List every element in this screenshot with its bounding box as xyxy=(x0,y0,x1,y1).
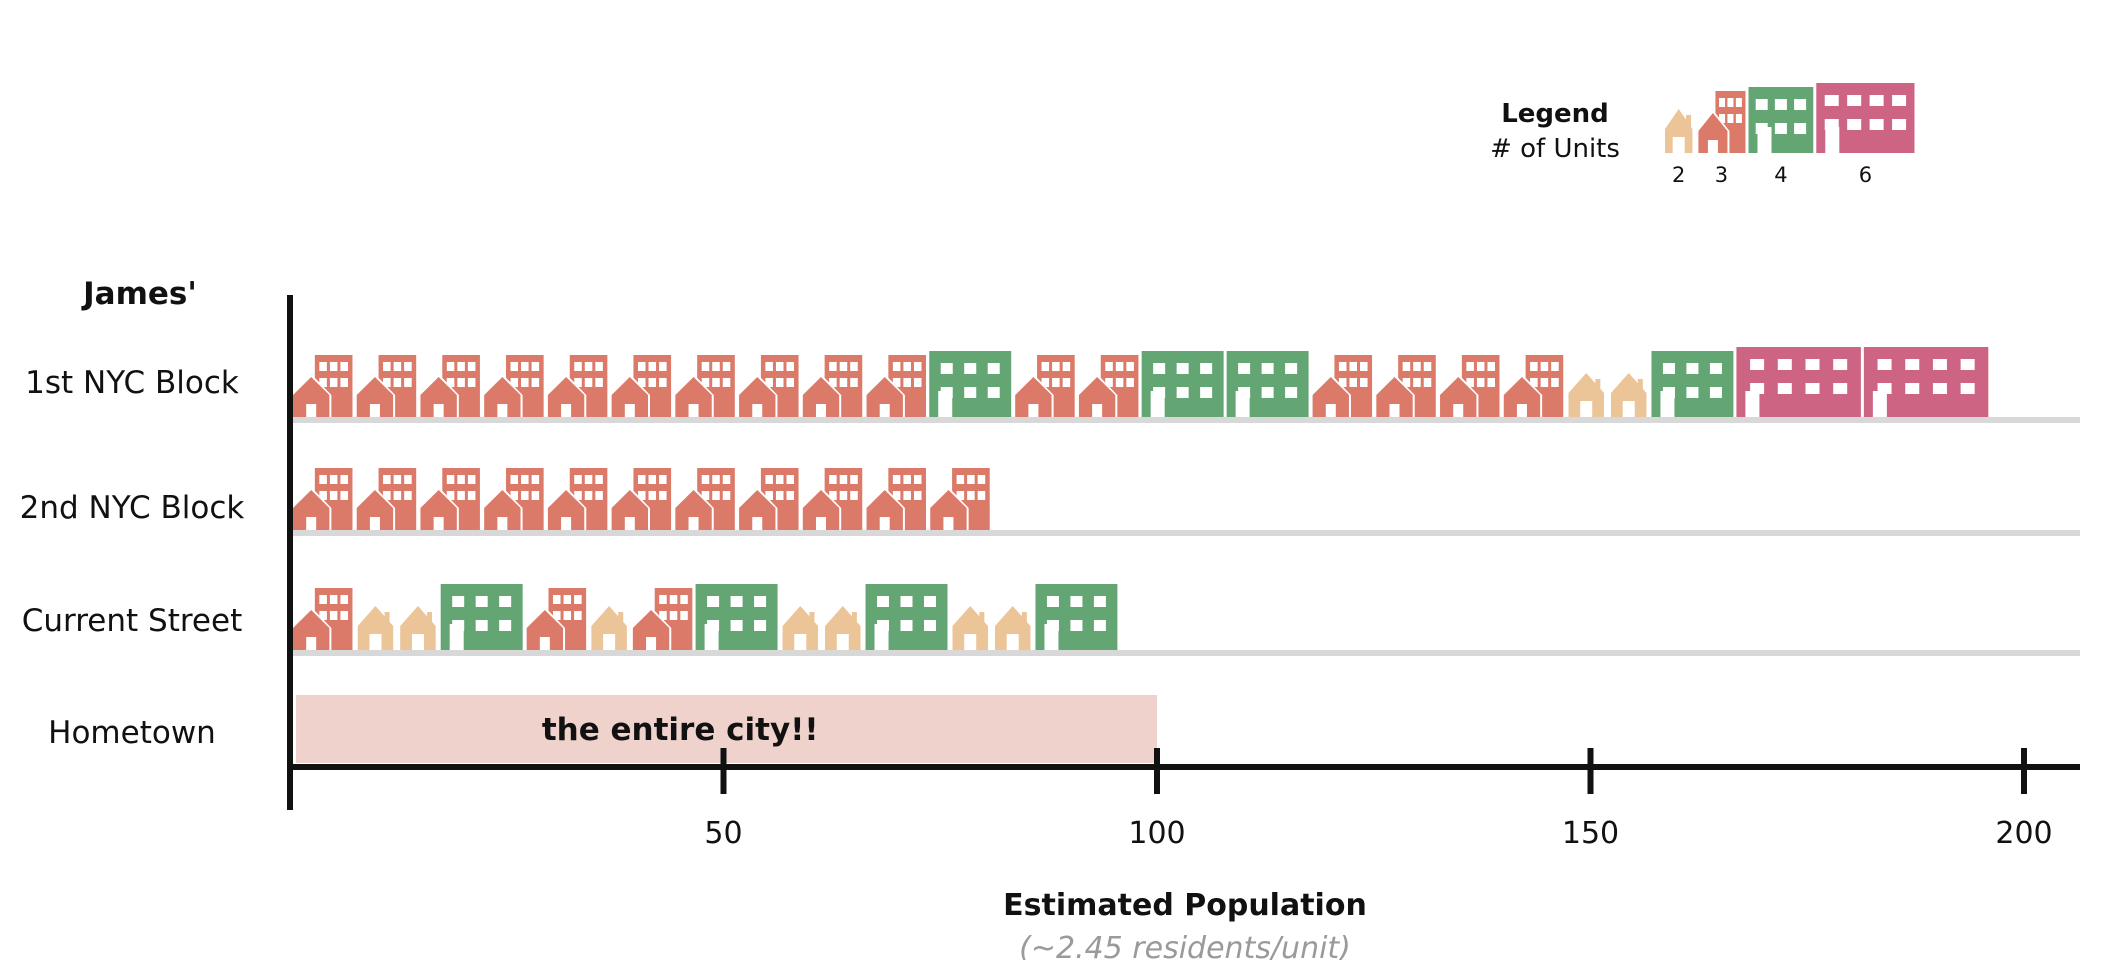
building-3-units xyxy=(291,588,353,650)
building-3-units xyxy=(545,355,608,417)
x-axis-note: (~2.45 residents/unit) xyxy=(1019,931,1351,960)
x-tick-label: 150 xyxy=(1562,816,1619,851)
building-3-units xyxy=(673,355,735,417)
building-2-units xyxy=(400,606,436,650)
building-2-units xyxy=(591,606,627,650)
building-3-units xyxy=(737,468,799,530)
row-baselines xyxy=(290,417,2080,656)
hometown-annotation: the entire city!! xyxy=(542,712,819,748)
row-labels: 1st NYC Block 2nd NYC Block Current Street… xyxy=(20,365,245,751)
x-tick-label: 100 xyxy=(1128,816,1185,851)
legend-icon-4-units xyxy=(1748,87,1814,153)
building-3-units xyxy=(609,355,672,417)
building-2-units xyxy=(357,606,394,650)
building-3-units xyxy=(524,588,587,650)
building-2-units xyxy=(994,606,1031,650)
legend-label: 4 xyxy=(1774,163,1787,187)
building-2-units xyxy=(825,606,861,650)
building-icons xyxy=(291,347,1989,650)
row-baseline xyxy=(290,650,2080,656)
building-3-units xyxy=(737,355,799,417)
building-3-units xyxy=(418,468,480,530)
row-label: 1st NYC Block xyxy=(25,365,239,401)
legend-icon-2-units xyxy=(1665,109,1693,153)
building-3-units xyxy=(1076,355,1139,417)
building-3-units xyxy=(864,355,926,417)
building-3-units xyxy=(354,468,417,530)
row-header: James' xyxy=(81,276,197,312)
building-3-units xyxy=(482,355,544,417)
building-3-units xyxy=(609,468,672,530)
legend-icon-6-units xyxy=(1816,83,1915,153)
row-label: 2nd NYC Block xyxy=(20,490,245,526)
building-3-units xyxy=(1310,355,1373,417)
building-2-units xyxy=(1568,373,1604,417)
x-tick xyxy=(1587,748,1594,794)
building-3-units xyxy=(1013,355,1075,417)
x-axis-label: Estimated Population xyxy=(1003,888,1367,923)
building-3-units xyxy=(291,355,353,417)
legend-title: Legend xyxy=(1501,99,1609,129)
building-3-units xyxy=(482,468,544,530)
building-2-units xyxy=(952,606,988,650)
legend-label: 3 xyxy=(1715,163,1728,187)
building-3-units xyxy=(291,468,353,530)
y-axis-line xyxy=(287,295,293,810)
building-4-units xyxy=(695,584,778,650)
building-6-units xyxy=(1736,347,1861,417)
building-4-units xyxy=(440,584,523,650)
building-4-units xyxy=(865,584,948,650)
building-3-units xyxy=(1438,355,1500,417)
x-axis-line xyxy=(287,764,2080,770)
x-tick-label: 200 xyxy=(1995,816,2052,851)
building-6-units xyxy=(1863,347,1989,417)
building-3-units xyxy=(630,588,693,650)
building-4-units xyxy=(1141,351,1224,417)
row-label: Hometown xyxy=(48,715,216,751)
x-tick xyxy=(2021,748,2027,794)
building-2-units xyxy=(1610,373,1647,417)
building-2-units xyxy=(782,606,819,650)
legend-subtitle: # of Units xyxy=(1490,134,1620,164)
building-4-units xyxy=(929,351,1012,417)
legend-label: 6 xyxy=(1859,163,1872,187)
building-3-units xyxy=(928,468,990,530)
legend-icon-3-units xyxy=(1696,91,1746,153)
building-3-units xyxy=(354,355,417,417)
legend-label: 2 xyxy=(1672,163,1685,187)
building-3-units xyxy=(800,468,863,530)
x-tick-label: 50 xyxy=(704,816,742,851)
row-baseline xyxy=(290,417,2080,423)
building-3-units xyxy=(864,468,926,530)
building-3-units xyxy=(418,355,480,417)
building-4-units xyxy=(1035,584,1118,650)
legend: Legend # of Units 2 3 4 6 xyxy=(1490,83,1915,187)
building-3-units xyxy=(673,468,735,530)
building-3-units xyxy=(545,468,608,530)
building-3-units xyxy=(1501,355,1564,417)
building-3-units xyxy=(1374,355,1436,417)
building-3-units xyxy=(800,355,863,417)
x-tick xyxy=(720,748,727,794)
axes: 50 100 150 200 xyxy=(287,295,2080,851)
legend-icons: 2 3 4 6 xyxy=(1665,83,1915,187)
x-tick xyxy=(1154,748,1160,794)
row-label: Current Street xyxy=(22,603,242,639)
row-baseline xyxy=(290,530,2080,536)
building-4-units xyxy=(1651,351,1734,417)
building-4-units xyxy=(1226,351,1309,417)
